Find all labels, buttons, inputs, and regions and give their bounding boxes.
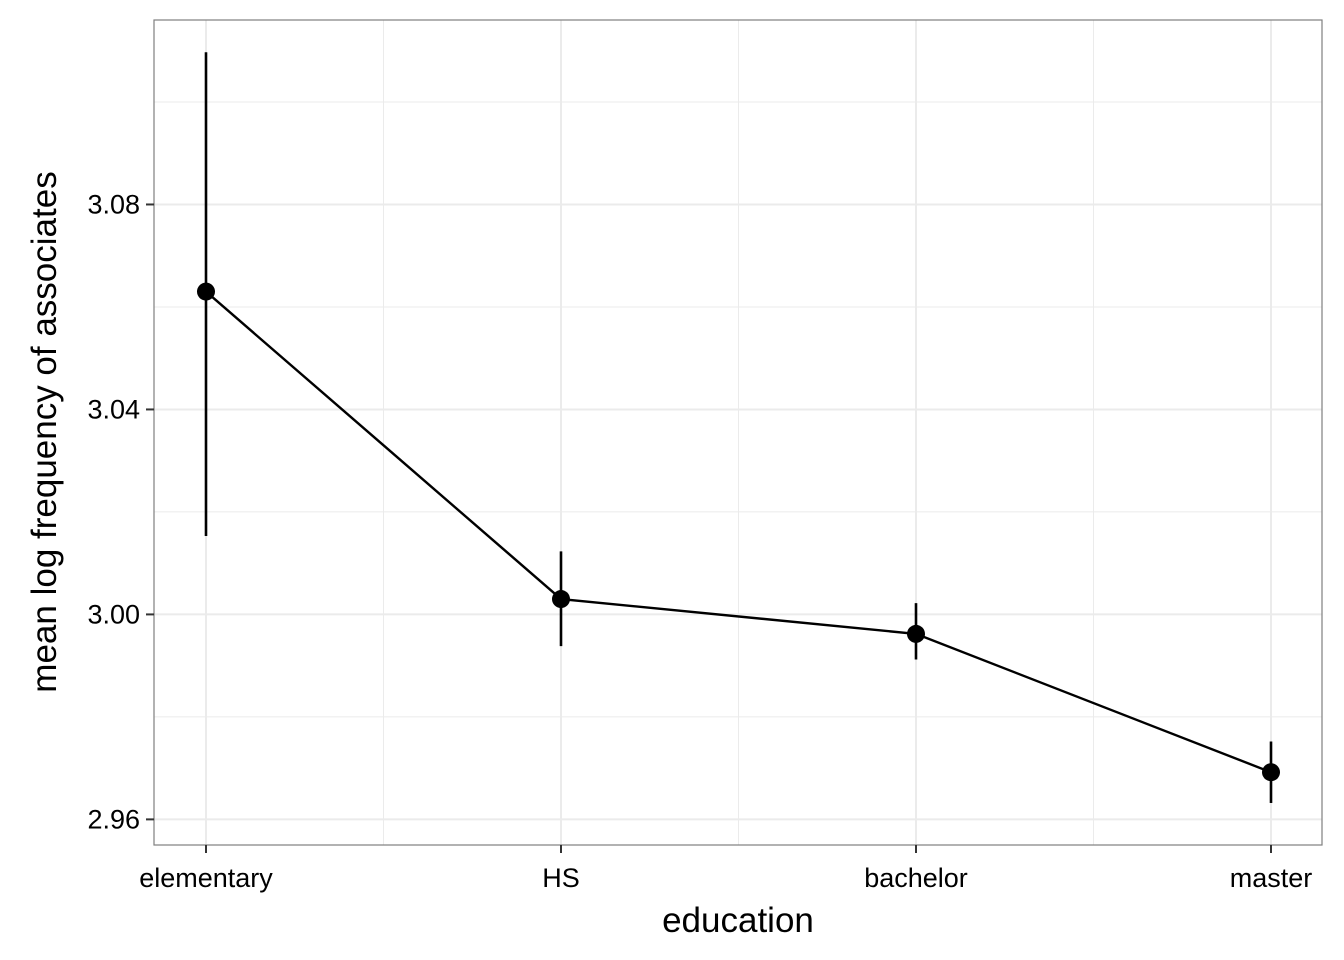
data-point bbox=[197, 282, 215, 301]
y-tick-label: 3.08 bbox=[87, 189, 140, 219]
data-point bbox=[552, 590, 570, 609]
y-tick-label: 3.00 bbox=[87, 599, 140, 629]
data-point bbox=[1262, 763, 1280, 782]
x-tick-label: bachelor bbox=[864, 863, 968, 893]
panel-border bbox=[153, 19, 1323, 846]
data-point bbox=[907, 624, 925, 643]
y-tick-label: 2.96 bbox=[87, 804, 140, 834]
point-layer bbox=[197, 282, 1280, 782]
y-axis-title: mean log frequency of associates bbox=[25, 171, 64, 692]
y-tick-label: 3.04 bbox=[87, 394, 140, 424]
series-line bbox=[205, 290, 1272, 774]
line-layer bbox=[205, 290, 1272, 774]
grid-layer bbox=[154, 20, 1322, 845]
x-axis-title: education bbox=[662, 901, 814, 940]
x-tick-label: HS bbox=[542, 863, 580, 893]
x-tick-label: elementary bbox=[139, 863, 273, 893]
x-tick-label: master bbox=[1230, 863, 1313, 893]
axis-layer: 2.96 3.00 3.04 3.08 elementary HS bachelor mast… bbox=[87, 189, 1312, 893]
